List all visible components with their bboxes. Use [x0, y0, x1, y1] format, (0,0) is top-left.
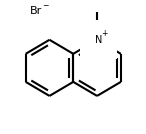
Text: N: N [95, 35, 102, 45]
Text: +: + [102, 29, 108, 38]
Text: Br: Br [29, 6, 42, 16]
Text: −: − [42, 1, 48, 10]
